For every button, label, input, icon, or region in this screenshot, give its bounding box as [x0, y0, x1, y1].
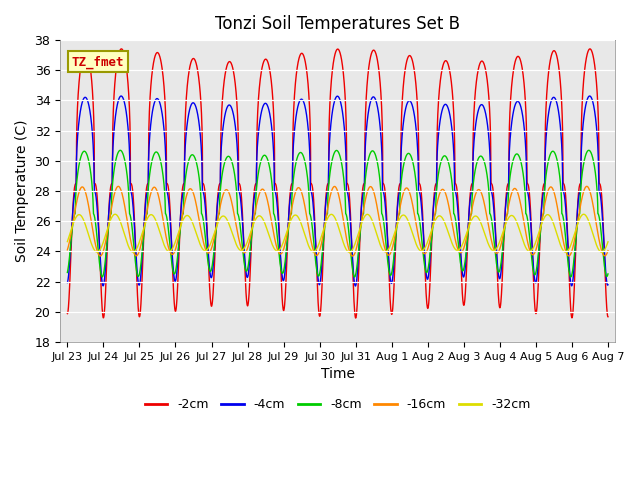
-8cm	[536, 241, 543, 247]
-2cm	[294, 60, 302, 65]
-4cm	[294, 102, 302, 108]
-2cm	[157, 60, 165, 65]
Line: -16cm: -16cm	[67, 186, 608, 256]
Line: -2cm: -2cm	[67, 49, 608, 318]
Title: Tonzi Soil Temperatures Set B: Tonzi Soil Temperatures Set B	[215, 15, 460, 33]
-8cm	[604, 271, 612, 277]
-16cm	[115, 183, 122, 189]
-32cm	[271, 246, 278, 252]
-4cm	[536, 238, 543, 244]
-4cm	[125, 142, 133, 148]
-8cm	[271, 214, 278, 219]
-8cm	[594, 202, 602, 207]
-4cm	[63, 280, 71, 286]
-32cm	[346, 250, 353, 255]
-8cm	[585, 147, 593, 153]
-2cm	[271, 180, 278, 186]
-32cm	[157, 233, 165, 239]
-32cm	[604, 239, 612, 245]
-8cm	[125, 197, 133, 203]
-2cm	[604, 314, 612, 320]
Line: -4cm: -4cm	[67, 96, 608, 286]
-16cm	[125, 230, 133, 236]
-2cm	[586, 46, 594, 52]
-16cm	[349, 253, 356, 259]
-16cm	[594, 229, 602, 235]
-8cm	[63, 270, 71, 276]
-32cm	[536, 228, 543, 234]
Y-axis label: Soil Temperature (C): Soil Temperature (C)	[15, 120, 29, 262]
-2cm	[125, 96, 133, 102]
-4cm	[117, 93, 125, 99]
-8cm	[351, 274, 358, 280]
Text: TZ_fmet: TZ_fmet	[71, 55, 124, 69]
-16cm	[271, 237, 278, 242]
-16cm	[536, 231, 543, 237]
-8cm	[157, 160, 165, 166]
-16cm	[604, 248, 612, 253]
-8cm	[294, 153, 302, 158]
-32cm	[63, 239, 71, 244]
-32cm	[580, 211, 588, 217]
-2cm	[594, 100, 602, 106]
-2cm	[536, 255, 543, 261]
Line: -32cm: -32cm	[67, 214, 608, 252]
-16cm	[157, 206, 165, 212]
-2cm	[63, 311, 71, 316]
-4cm	[271, 188, 278, 194]
-32cm	[294, 214, 302, 220]
-32cm	[594, 245, 602, 251]
Line: -8cm: -8cm	[67, 150, 608, 277]
-4cm	[594, 142, 602, 147]
-16cm	[294, 185, 302, 191]
X-axis label: Time: Time	[321, 367, 355, 381]
-32cm	[125, 245, 133, 251]
-4cm	[604, 282, 612, 288]
-2cm	[352, 315, 360, 321]
-16cm	[63, 247, 71, 253]
-4cm	[157, 106, 165, 112]
Legend: -2cm, -4cm, -8cm, -16cm, -32cm: -2cm, -4cm, -8cm, -16cm, -32cm	[140, 394, 536, 417]
-4cm	[351, 283, 359, 289]
